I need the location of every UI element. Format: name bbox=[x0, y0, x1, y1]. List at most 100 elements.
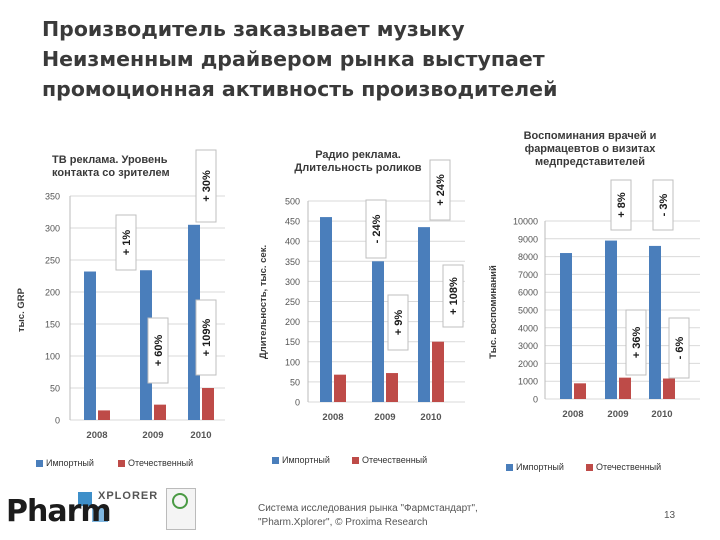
logo-square-dark bbox=[78, 492, 92, 506]
chart2-legend-label-domestic: Отечественный bbox=[362, 455, 427, 465]
chart2-annotation-box bbox=[387, 294, 409, 351]
footer-line-1: Система исследования рынка "Фармстандарт… bbox=[258, 503, 478, 514]
chart2-ytick-label: 200 bbox=[285, 317, 300, 327]
logo-square-light bbox=[92, 506, 108, 522]
chart2-ytick-label: 150 bbox=[285, 337, 300, 347]
chart2-annotation-label: + 9% bbox=[393, 310, 405, 336]
pharmxplorer-logo: Pharm XPLORER bbox=[6, 488, 246, 532]
chart2-bar-domestic-2010 bbox=[432, 341, 444, 402]
chart3-annotation-box bbox=[610, 179, 632, 231]
chart1-annotation-label: + 60% bbox=[153, 335, 165, 367]
chart1-bar-domestic-2010 bbox=[202, 388, 214, 420]
certification-badge-icon bbox=[166, 488, 196, 530]
chart3-ytick-label: 5000 bbox=[518, 306, 538, 316]
chart2-title-line: Радио реклама. bbox=[315, 149, 401, 161]
chart3-legend-swatch-domestic bbox=[586, 464, 593, 471]
chart2-ytick-label: 250 bbox=[285, 297, 300, 307]
chart2-xtick-label: 2008 bbox=[322, 412, 343, 423]
chart1-bar-domestic-2009 bbox=[154, 404, 166, 420]
chart1-y-axis-label: тыс. GRP bbox=[16, 287, 27, 332]
chart3-bar-domestic-2009 bbox=[619, 377, 631, 399]
logo-text-pharm: Pharm bbox=[6, 494, 112, 529]
chart2-xtick-label: 2009 bbox=[374, 412, 395, 423]
chart3-annotation-box bbox=[625, 309, 647, 376]
chart1-ytick-label: 150 bbox=[45, 320, 60, 330]
chart3-annotation-box bbox=[668, 317, 690, 379]
chart2-annotation-label: + 24% bbox=[435, 174, 447, 206]
chart3-bar-import-2009 bbox=[605, 240, 617, 399]
chart3-title-line: Воспоминания врачей и bbox=[524, 130, 657, 142]
chart3-y-axis-label: Тыс. воспоминаний bbox=[488, 265, 499, 359]
logo-text-xplorer: XPLORER bbox=[98, 490, 159, 502]
chart1-legend-swatch-import bbox=[36, 460, 43, 467]
title-line-1: Производитель заказывает музыку bbox=[42, 17, 465, 41]
chart3-annotation-label: - 6% bbox=[674, 336, 686, 359]
chart1-ytick-label: 100 bbox=[45, 352, 60, 362]
chart2-ytick-label: 100 bbox=[285, 357, 300, 367]
chart3-legend-label-domestic: Отечественный bbox=[596, 462, 661, 472]
chart2-bar-import-2009 bbox=[372, 261, 384, 402]
page-number: 13 bbox=[664, 510, 676, 521]
title-line-3: промоционная активность производителей bbox=[42, 77, 558, 101]
chart1-ytick-label: 350 bbox=[45, 192, 60, 202]
footer-line-2: "Pharm.Xplorer", © Proxima Research bbox=[258, 517, 428, 528]
chart3-ytick-label: 6000 bbox=[518, 288, 538, 298]
chart3-ytick-label: 9000 bbox=[518, 234, 538, 244]
chart3-bar-domestic-2010 bbox=[663, 378, 675, 399]
chart2-xtick-label: 2010 bbox=[420, 412, 441, 423]
chart2-annotation-label: + 108% bbox=[448, 277, 460, 315]
chart2-ytick-label: 50 bbox=[290, 377, 300, 387]
chart3-bar-import-2010 bbox=[649, 245, 661, 399]
chart2-annotation-label: - 24% bbox=[371, 214, 383, 243]
chart1-annotation-label: + 109% bbox=[201, 318, 213, 356]
chart2-annotation-box bbox=[429, 159, 451, 221]
chart1-legend-label-import: Импортный bbox=[46, 458, 94, 468]
chart2-annotation-box bbox=[442, 264, 464, 328]
chart2-y-axis-label: Длительность, тыс. сек. bbox=[258, 245, 269, 359]
chart2-bar-import-2010 bbox=[418, 227, 430, 402]
chart1-annotation-box bbox=[147, 317, 169, 384]
chart3-ytick-label: 2000 bbox=[518, 359, 538, 369]
chart1-xtick-label: 2009 bbox=[142, 430, 163, 441]
chart1-ytick-label: 200 bbox=[45, 288, 60, 298]
footer-source: Система исследования рынка "Фармстандарт… bbox=[258, 502, 478, 530]
chart2-bar-import-2008 bbox=[320, 217, 332, 402]
chart2-ytick-label: 0 bbox=[295, 398, 300, 408]
chart1-bar-import-2008 bbox=[84, 271, 96, 420]
chart2-ytick-label: 450 bbox=[285, 217, 300, 227]
chart1-annotation-box bbox=[195, 299, 217, 376]
chart1-ytick-label: 50 bbox=[50, 384, 60, 394]
chart3-ytick-label: 1000 bbox=[518, 377, 538, 387]
chart3-bar-import-2008 bbox=[560, 253, 572, 399]
chart3-bar-domestic-2008 bbox=[574, 383, 586, 399]
chart3-title-line: медпредставителей bbox=[535, 156, 645, 168]
chart1-annotation-box bbox=[115, 214, 137, 271]
chart2-legend-label-import: Импортный bbox=[282, 455, 330, 465]
chart3-xtick-label: 2009 bbox=[607, 409, 628, 420]
chart3-ytick-label: 3000 bbox=[518, 341, 538, 351]
chart2-bar-domestic-2009 bbox=[386, 373, 398, 402]
chart3-xtick-label: 2008 bbox=[562, 409, 583, 420]
chart1-legend-swatch-domestic bbox=[118, 460, 125, 467]
chart1-ytick-label: 300 bbox=[45, 224, 60, 234]
chart1-ytick-label: 0 bbox=[55, 416, 60, 426]
chart3-annotation-label: - 3% bbox=[658, 193, 670, 216]
chart3-ytick-label: 0 bbox=[533, 395, 538, 405]
chart1-annotation-box bbox=[195, 149, 217, 223]
chart3-annotation-box bbox=[652, 179, 674, 231]
chart1-ytick-label: 250 bbox=[45, 256, 60, 266]
page-title: Производитель заказывает музыку Неизменн… bbox=[42, 14, 682, 104]
chart1-xtick-label: 2008 bbox=[86, 430, 107, 441]
chart1-title-line: контакта со зрителем bbox=[52, 167, 170, 179]
chart2-annotation-box bbox=[365, 199, 387, 259]
chart2-ytick-label: 300 bbox=[285, 277, 300, 287]
chart3-annotation-label: + 8% bbox=[616, 192, 628, 218]
chart1-title-line: ТВ реклама. Уровень bbox=[52, 154, 168, 166]
chart2-legend-swatch-domestic bbox=[352, 457, 359, 464]
chart3-ytick-label: 7000 bbox=[518, 270, 538, 280]
chart3-ytick-label: 4000 bbox=[518, 323, 538, 333]
chart1-annotation-label: + 1% bbox=[121, 230, 133, 256]
chart3-ytick-label: 8000 bbox=[518, 252, 538, 262]
chart3-legend-label-import: Импортный bbox=[516, 462, 564, 472]
